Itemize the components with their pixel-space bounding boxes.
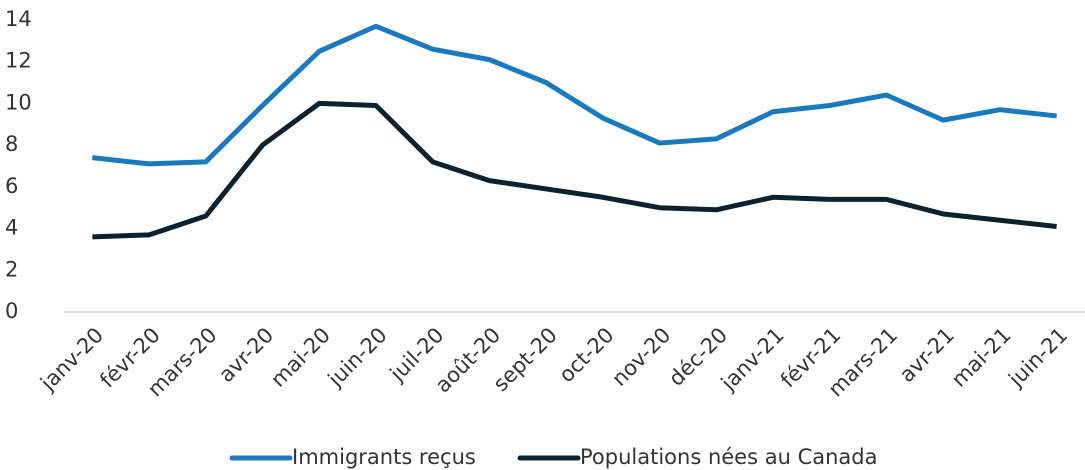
y-tick-label: 14 — [5, 7, 32, 31]
y-tick-label: 0 — [5, 299, 18, 323]
x-tick-label: sept-20 — [489, 323, 562, 396]
y-tick-label: 10 — [5, 90, 32, 114]
y-tick-label: 2 — [5, 257, 18, 281]
legend-label: Immigrants reçus — [292, 445, 476, 469]
series-line — [92, 100, 1057, 240]
x-tick-label: mai-20 — [266, 323, 335, 392]
y-tick-label: 6 — [5, 174, 18, 198]
y-tick-label: 4 — [5, 216, 18, 240]
legend-label: Populations nées au Canada — [580, 445, 877, 469]
x-tick-label: janv-21 — [716, 323, 789, 396]
y-tick-label: 8 — [5, 132, 18, 156]
x-tick-label: juin-21 — [1003, 323, 1072, 392]
x-tick-label: oct-20 — [554, 323, 618, 387]
x-tick-label: nov-20 — [607, 323, 675, 391]
series-line — [92, 23, 1057, 167]
y-tick-label: 12 — [5, 49, 32, 73]
x-tick-label: juin-20 — [323, 323, 392, 392]
x-tick-label: mai-21 — [947, 323, 1016, 392]
x-tick-label: janv-20 — [35, 323, 108, 396]
